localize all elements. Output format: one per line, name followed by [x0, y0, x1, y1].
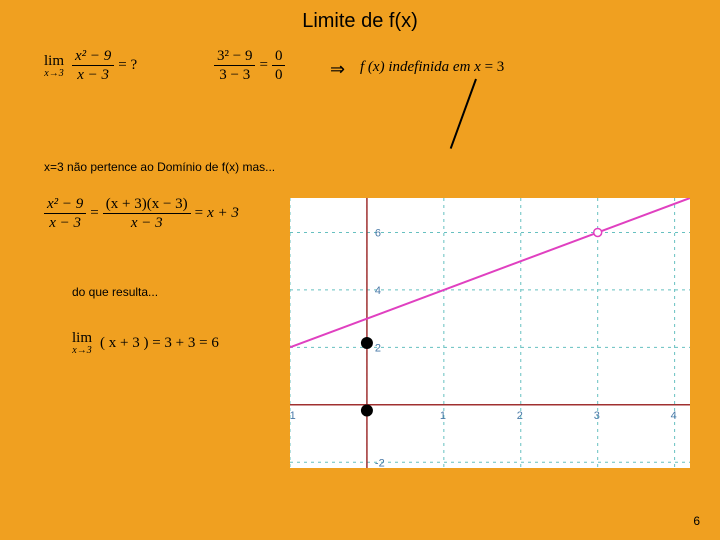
eq2-num2: 0	[272, 47, 286, 66]
eq4-body: ( x + 3 ) = 3 + 3 = 6	[100, 335, 219, 352]
page-title: Limite de f(x)	[0, 0, 720, 41]
svg-text:2: 2	[517, 410, 523, 422]
note-result: do que resulta...	[72, 285, 158, 299]
eq-substitution: 3² − 9 3 − 3 = 0 0	[214, 47, 285, 84]
rhs-pre: f (x)	[360, 59, 388, 75]
eq1-tail: = ?	[118, 57, 137, 74]
eq2-den: 3 − 3	[214, 66, 255, 84]
rhs-post: = 3	[481, 59, 504, 75]
page-number: 6	[693, 514, 700, 528]
svg-text:4: 4	[375, 285, 381, 297]
note-domain: x=3 não pertence ao Domínio de f(x) mas.…	[44, 160, 275, 174]
svg-text:6: 6	[375, 227, 381, 239]
eq2-num: 3² − 9	[214, 47, 255, 66]
svg-text:-1: -1	[290, 410, 296, 422]
graph-svg: -1 1 2 3 4 -2 2 4 6	[290, 198, 690, 468]
eq2-den2: 0	[272, 66, 286, 84]
lim-sub-2: x→3	[72, 345, 92, 356]
eq-factorization: x² − 9 x − 3 = (x + 3)(x − 3) x − 3 = x …	[44, 195, 239, 232]
equation-row-1: lim x→3 x² − 9 x − 3 = ? 3² − 9 3 − 3 = …	[0, 47, 720, 107]
eq1-den: x − 3	[72, 66, 114, 84]
eq3-mid2: =	[195, 205, 203, 222]
graph: -1 1 2 3 4 -2 2 4 6	[290, 198, 690, 468]
rhs-mid: indefinida em x	[388, 59, 480, 75]
svg-text:3: 3	[594, 410, 600, 422]
eq3-numL: x² − 9	[44, 195, 86, 214]
eq3-numR: (x + 3)(x − 3)	[103, 195, 191, 214]
eq1-num: x² − 9	[72, 47, 114, 66]
svg-text:2: 2	[375, 342, 381, 354]
lim-word: lim	[44, 53, 64, 70]
eq-limit-original: lim x→3 x² − 9 x − 3 = ?	[44, 47, 137, 84]
implies-arrow: ⇒	[330, 59, 345, 80]
svg-text:1: 1	[440, 410, 446, 422]
eq3-mid1: =	[90, 205, 98, 222]
eq2-mid: =	[259, 57, 267, 74]
undefined-text: f (x) indefinida em x = 3	[360, 59, 504, 76]
svg-text:-2: -2	[375, 457, 385, 468]
lim-sub: x→3	[44, 68, 64, 79]
eq3-denL: x − 3	[44, 214, 86, 232]
pointer-line	[450, 79, 477, 149]
eq-final-limit: lim x→3 ( x + 3 ) = 3 + 3 = 6	[72, 330, 219, 356]
eq3-tail: x + 3	[207, 205, 239, 222]
svg-text:4: 4	[671, 410, 677, 422]
eq3-denR: x − 3	[103, 214, 191, 232]
